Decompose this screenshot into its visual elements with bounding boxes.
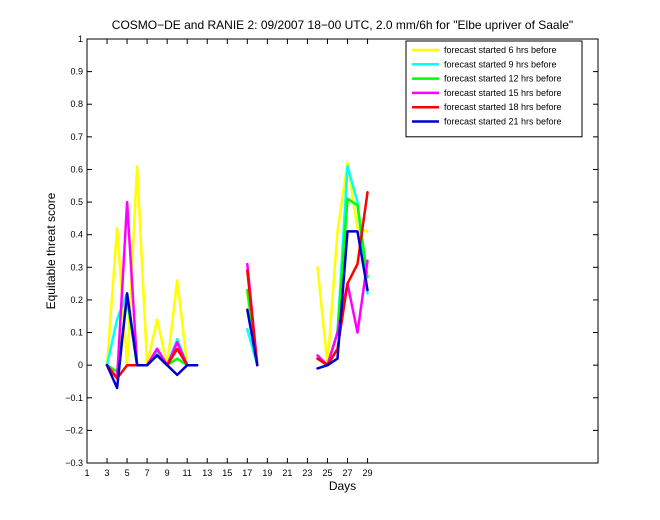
y-tick-label: 0.6 [70,164,83,174]
x-tick-label: 29 [363,468,373,478]
y-tick-label: 0.9 [70,67,83,77]
x-tick-label: 9 [165,468,170,478]
x-tick-label: 13 [202,468,212,478]
axes: −0.3 −0.2 −0.1 0 0.1 0.2 0.3 0.4 0.5 0.6 0.7 0.8 0.9… [65,34,599,478]
y-tick-label: −0.3 [65,458,83,468]
y-axis-title: Equitable threat score [44,192,58,309]
legend-entry: forecast started 21 hrs before [444,117,562,127]
legend-entry: forecast started 18 hrs before [444,102,562,112]
x-tick-label: 25 [322,468,332,478]
y-tick-label: 0.1 [70,328,83,338]
y-tick-label: 0.7 [70,132,83,142]
y-tick-label: 0.4 [70,230,83,240]
y-tick-label: 1 [78,34,83,44]
legend-entry: forecast started 15 hrs before [444,88,562,98]
legend-entry: forecast started 9 hrs before [444,59,557,69]
x-tick-label: 7 [145,468,150,478]
x-tick-label: 21 [282,468,292,478]
x-tick-label: 5 [125,468,130,478]
x-tick-label: 11 [183,468,192,478]
x-tick-label: 15 [222,468,232,478]
y-tick-label: 0.5 [70,197,83,207]
y-tick-label: −0.2 [65,425,83,435]
legend-entry: forecast started 6 hrs before [444,45,557,55]
series-line [105,161,369,367]
x-tick-label: 27 [343,468,353,478]
x-tick-label: 23 [302,468,312,478]
x-tick-label: 19 [262,468,272,478]
y-tick-label: 0 [78,360,83,370]
y-tick-label: 0.3 [70,262,83,272]
legend-entry: forecast started 12 hrs before [444,74,562,84]
series-line [107,231,388,388]
y-tick-label: 0.2 [70,295,83,305]
x-tick-label: 17 [242,468,252,478]
chart-title: COSMO−DE and RANIE 2: 09/2007 18−00 UTC,… [112,18,573,32]
y-tick-label: 0.8 [70,99,83,109]
x-tick-label: 1 [84,468,89,478]
legend: forecast started 6 hrs before forecast st… [405,40,583,138]
x-axis-title: Days [329,479,356,493]
y-tick-label: −0.1 [65,393,83,403]
x-tick-label: 3 [105,468,110,478]
series-lines [105,161,388,388]
plot-frame [86,38,599,464]
